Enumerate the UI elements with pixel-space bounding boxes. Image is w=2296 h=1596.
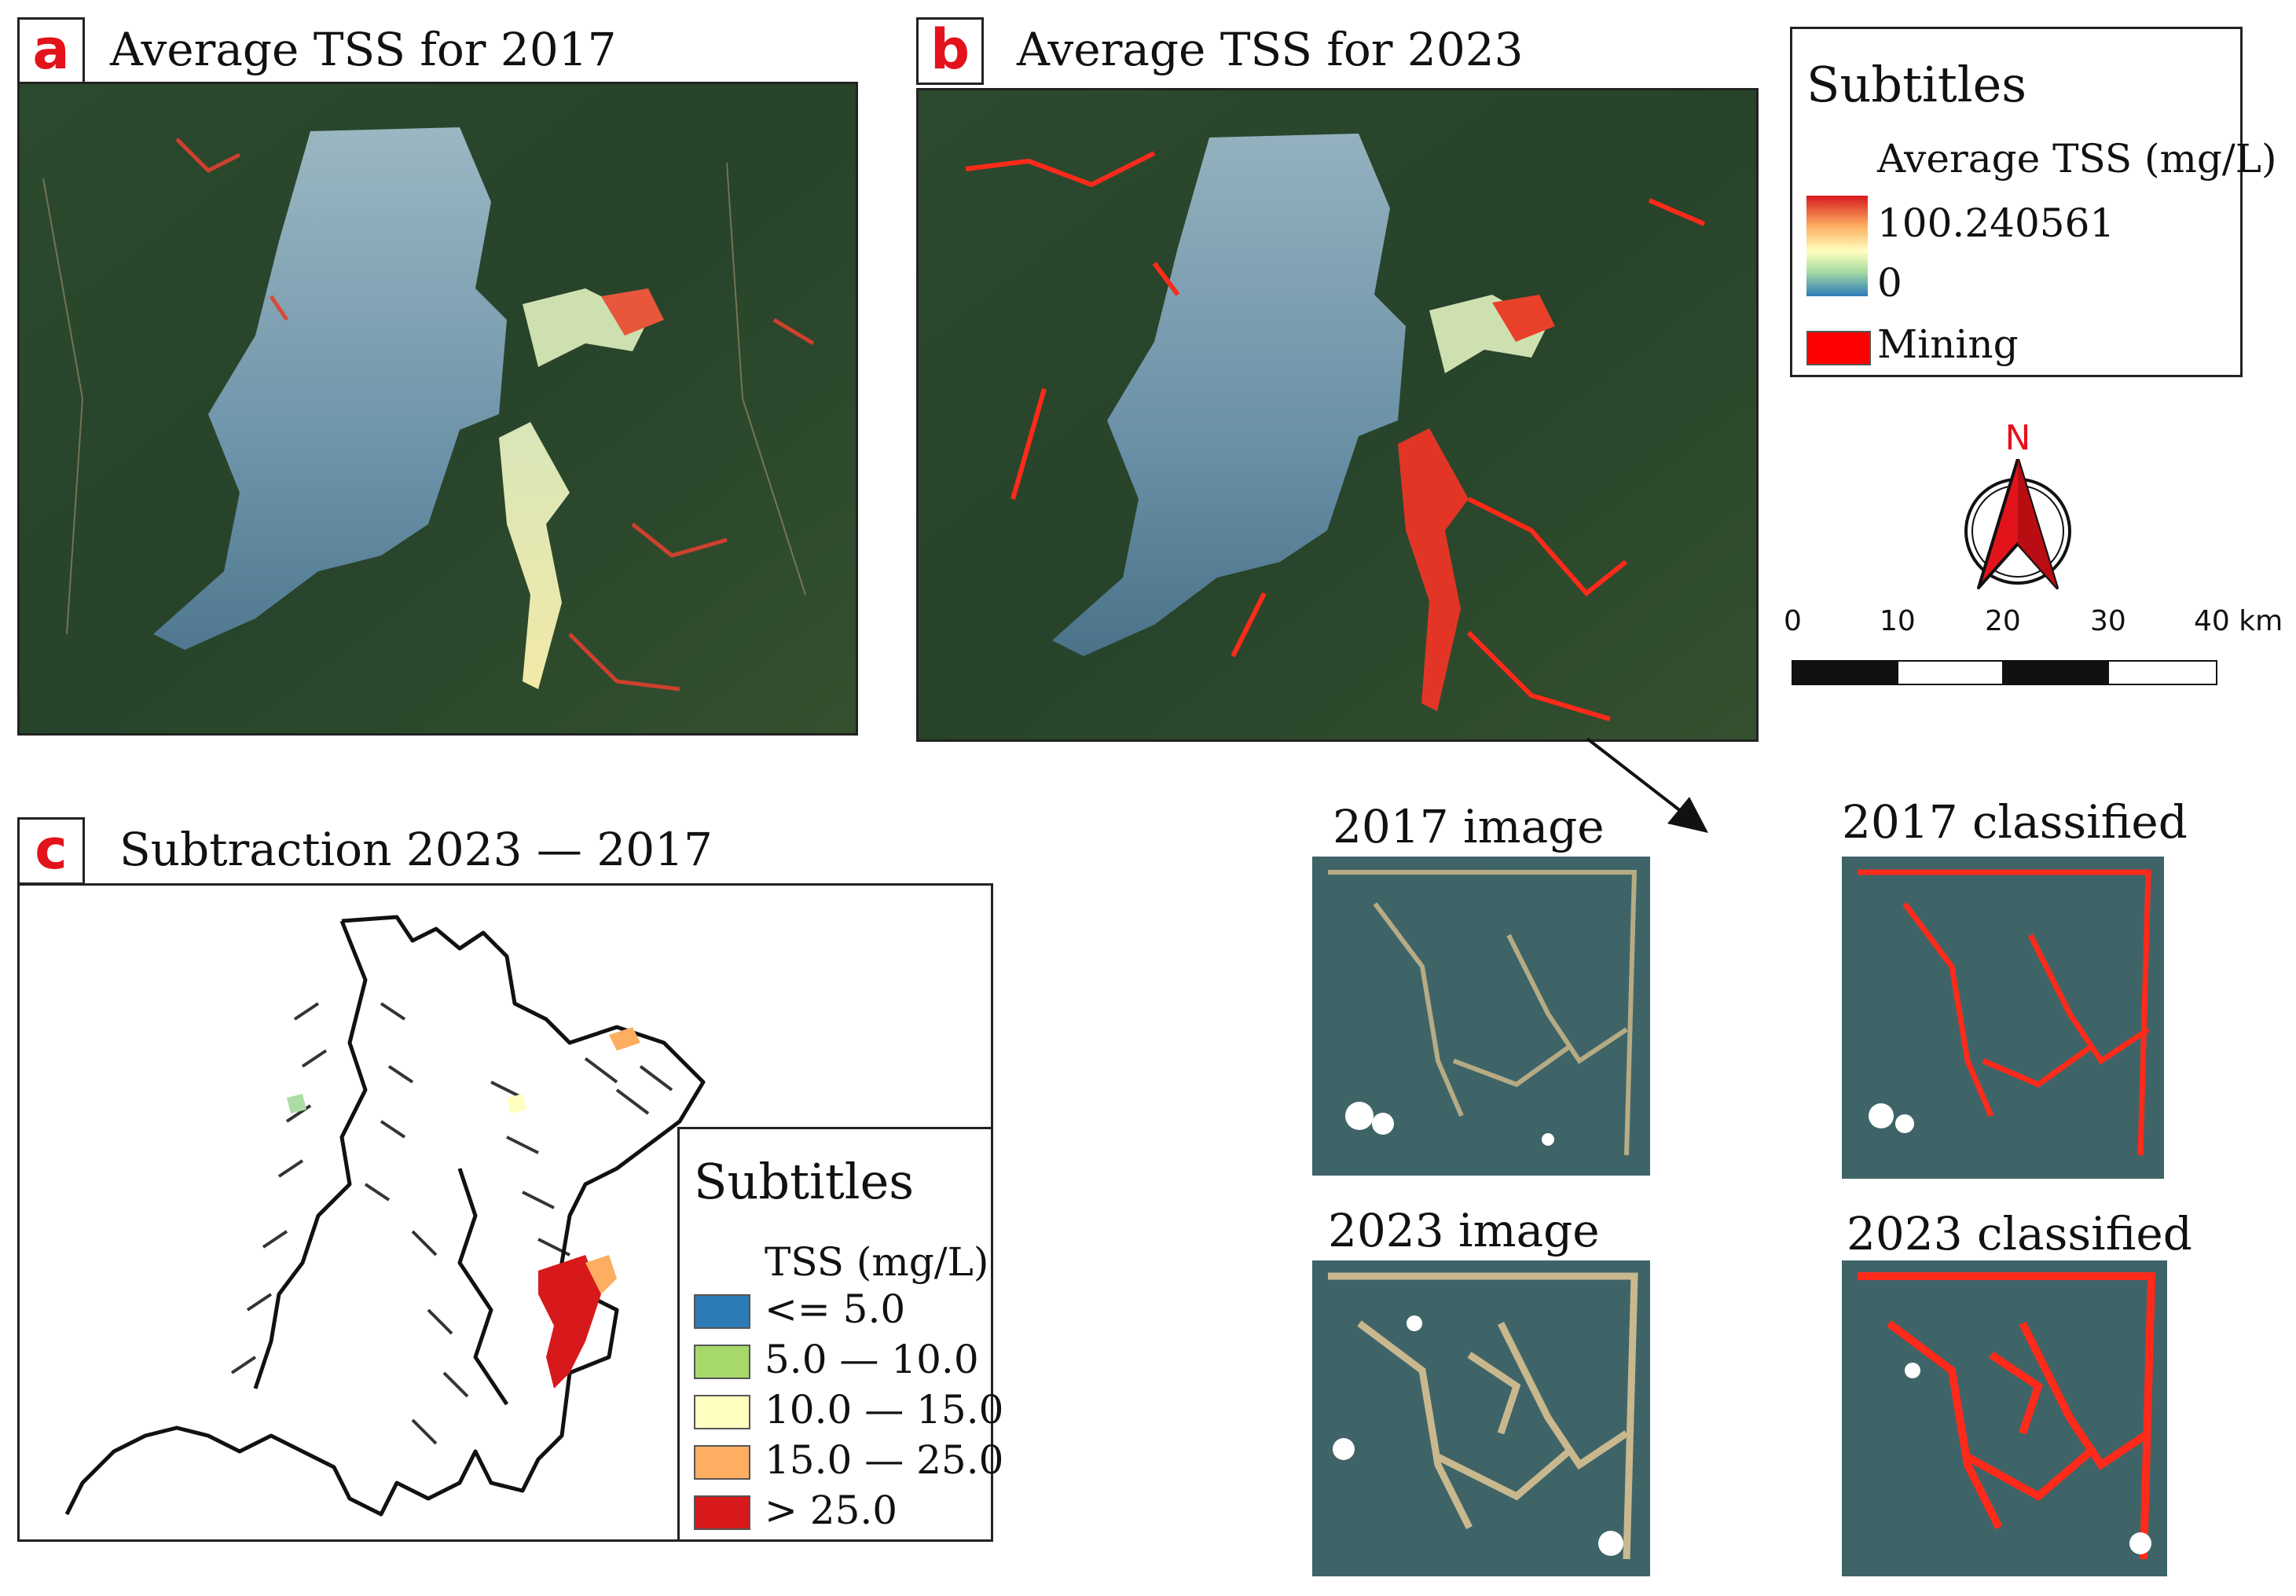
subtraction-legend-subtitle: TSS (mg/L) xyxy=(765,1239,989,1285)
panel-b-title: Average TSS for 2023 xyxy=(1017,23,1524,76)
mining-label: Mining xyxy=(1877,321,2019,367)
tss-legend-max: 100.240561 xyxy=(1877,200,2115,246)
mining-swatch xyxy=(1806,331,1871,365)
class-swatch-2 xyxy=(694,1345,750,1379)
scale-tick-30: 30 xyxy=(2090,605,2126,637)
inset-2017-image xyxy=(1312,857,1650,1176)
north-arrow-icon xyxy=(1964,459,2071,589)
inset-2017-image-title: 2017 image xyxy=(1333,800,1605,853)
class-label-2: 5.0 — 10.0 xyxy=(765,1337,979,1382)
tss-legend-gradient-label: Average TSS (mg/L) xyxy=(1877,136,2277,182)
tss-color-ramp xyxy=(1806,196,1868,296)
subtraction-legend-title: Subtitles xyxy=(694,1153,915,1210)
scale-tick-40km: 40 km xyxy=(2194,605,2283,637)
panel-a-letter: a xyxy=(17,17,85,85)
tss-2017-map xyxy=(17,82,858,736)
north-arrow: N xyxy=(1955,421,2081,594)
tss-legend: Subtitles Average TSS (mg/L) 100.240561 … xyxy=(1790,27,2276,377)
tss-legend-min: 0 xyxy=(1877,260,1902,306)
inset-2023-image xyxy=(1312,1260,1650,1576)
panel-c-letter: c xyxy=(17,817,85,885)
class-swatch-4 xyxy=(694,1445,750,1480)
inset-2023-classified-title: 2023 classified xyxy=(1847,1207,2192,1260)
panel-a-title: Average TSS for 2017 xyxy=(110,23,617,76)
inset-2017-classified xyxy=(1842,857,2164,1179)
class-swatch-3 xyxy=(694,1395,750,1429)
class-label-1: <= 5.0 xyxy=(765,1286,906,1332)
tss-legend-title: Subtitles xyxy=(1806,56,2027,113)
class-label-5: > 25.0 xyxy=(765,1488,898,1533)
scale-tick-0: 0 xyxy=(1784,605,1802,637)
class-label-4: 15.0 — 25.0 xyxy=(765,1437,1004,1483)
tss-2023-map xyxy=(916,88,1759,742)
inset-2017-classified-title: 2017 classified xyxy=(1842,795,2188,849)
subtraction-legend: Subtitles TSS (mg/L) <= 5.0 5.0 — 10.0 1… xyxy=(677,1127,1003,1542)
panel-c-title: Subtraction 2023 — 2017 xyxy=(119,823,713,876)
class-label-3: 10.0 — 15.0 xyxy=(765,1387,1004,1433)
callout-arrow xyxy=(1586,737,1708,833)
inset-2023-image-title: 2023 image xyxy=(1328,1204,1600,1257)
scale-tick-20: 20 xyxy=(1985,605,2021,637)
scale-bar-graphic xyxy=(1792,660,2217,685)
class-swatch-5 xyxy=(694,1495,750,1530)
scale-bar: 0 10 20 30 40 km xyxy=(1784,605,2283,692)
class-swatch-1 xyxy=(694,1294,750,1329)
north-label: N xyxy=(2004,418,2031,458)
inset-2023-classified xyxy=(1842,1260,2167,1576)
panel-b-letter: b xyxy=(916,17,984,85)
scale-tick-10: 10 xyxy=(1880,605,1916,637)
